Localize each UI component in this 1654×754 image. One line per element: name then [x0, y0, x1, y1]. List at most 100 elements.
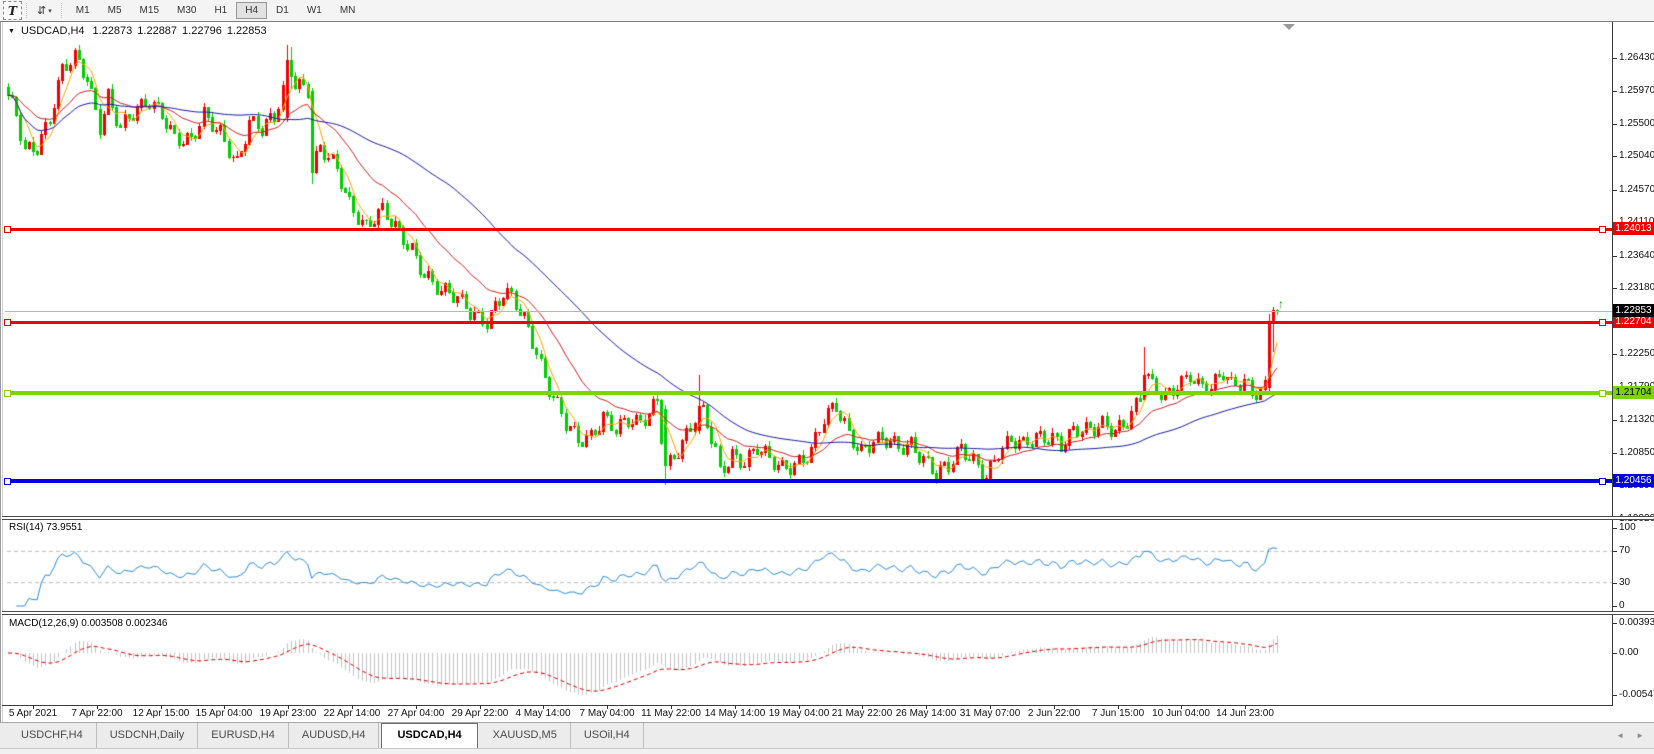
rsi-tick-label: 30	[1619, 577, 1631, 588]
collapse-icon[interactable]: ▼	[8, 27, 15, 35]
price-axis-border[interactable]	[1612, 22, 1613, 706]
ohlc-open: 1.22873	[92, 25, 133, 37]
support-line-blue-handle[interactable]	[1599, 478, 1606, 485]
rsi-tick-dash	[1613, 551, 1617, 552]
support-line-green-handle[interactable]	[4, 390, 11, 397]
bid-price-line	[5, 311, 1612, 312]
ohlc-close: 1.22853	[226, 25, 267, 37]
support-line-blue[interactable]	[5, 479, 1612, 483]
time-tick-dash	[926, 705, 927, 709]
time-tick-dash	[416, 705, 417, 709]
time-tick-label: 11 May 22:00	[641, 708, 701, 719]
timeframe-group: M1 M5 M15 M30 H1 H4 D1 W1 MN	[67, 2, 365, 19]
time-tick-label: 5 Apr 2021	[8, 708, 58, 719]
macd-tick-label: -0.00547	[1619, 689, 1654, 700]
time-tick-label: 26 May 14:00	[895, 708, 957, 719]
time-tick-dash	[1118, 705, 1119, 709]
support-line-green[interactable]	[5, 391, 1612, 395]
price-tick-label: 1.23640	[1619, 250, 1654, 261]
timeframe-m15[interactable]: M15	[139, 5, 159, 16]
rsi-tick-label: 70	[1619, 545, 1631, 556]
text-tool-button[interactable]: T	[3, 1, 22, 20]
price-tick-dash	[1613, 156, 1617, 157]
time-tick-dash	[862, 705, 863, 709]
tab-scroll-right-icon[interactable]: ►	[1636, 731, 1644, 740]
top-toolbar: T ⇵ ▾ M1 M5 M15 M30 H1 H4 D1 W1 MN	[0, 0, 1654, 21]
tab-scroll-left-icon[interactable]: ◄	[1616, 731, 1625, 740]
price-tick-label: 1.24570	[1619, 184, 1654, 195]
resistance-line-lower-handle[interactable]	[1599, 319, 1606, 326]
time-tick-dash	[224, 705, 225, 709]
price-tick-label: 1.22250	[1619, 348, 1654, 359]
tab-xauusd-m5[interactable]: XAUUSD,M5	[480, 723, 571, 748]
timeframe-h1[interactable]: H1	[214, 5, 228, 16]
price-tick-dash	[1613, 124, 1617, 125]
price-tick-dash	[1613, 354, 1617, 355]
macd-tick-dash	[1613, 623, 1617, 624]
time-tick-label: 22 Apr 14:00	[323, 708, 381, 719]
resistance-line-upper-handle[interactable]	[1599, 226, 1606, 233]
ohlc-high: 1.22887	[137, 25, 178, 37]
tab-eurusd-h4[interactable]: EURUSD,H4	[198, 723, 289, 748]
tab-usoil-h4[interactable]: USOil,H4	[571, 723, 644, 748]
arrange-charts-button[interactable]: ⇵ ▾	[34, 4, 55, 17]
time-axis-border[interactable]	[2, 705, 1613, 706]
resistance-line-upper[interactable]	[5, 228, 1612, 231]
resistance-line-lower-handle[interactable]	[4, 319, 11, 326]
timeframe-m1[interactable]: M1	[75, 5, 90, 16]
tab-audusd-h4[interactable]: AUDUSD,H4	[289, 723, 380, 748]
rsi-tick-label: 0	[1619, 600, 1625, 611]
price-tick-dash	[1613, 288, 1617, 289]
time-tick-label: 7 May 04:00	[579, 708, 635, 719]
chart-title: ▼ USDCAD,H4 1.22873 1.22887 1.22796 1.22…	[8, 25, 272, 37]
price-tick-dash	[1613, 58, 1617, 59]
time-tick-dash	[607, 705, 608, 709]
time-tick-dash	[799, 705, 800, 709]
panel-separator-rsi[interactable]	[2, 516, 1654, 520]
support-line-blue-price-label: 1.20456	[1613, 474, 1654, 487]
time-tick-dash	[480, 705, 481, 709]
price-tick-label: 1.25040	[1619, 150, 1654, 161]
tab-usdcnh-daily[interactable]: USDCNH,Daily	[97, 723, 199, 748]
macd-indicator-label: MACD(12,26,9) 0.003508 0.002346	[9, 618, 168, 629]
macd-tick-dash	[1613, 653, 1617, 654]
time-tick-label: 21 May 22:00	[831, 708, 893, 719]
time-tick-label: 12 Apr 15:00	[132, 708, 190, 719]
price-tick-dash	[1613, 420, 1617, 421]
timeframe-d1[interactable]: D1	[276, 5, 289, 16]
time-tick-label: 14 May 14:00	[704, 708, 766, 719]
support-line-blue-handle[interactable]	[4, 478, 11, 485]
price-tick-label: 1.25970	[1619, 85, 1654, 96]
timeframe-mn[interactable]: MN	[339, 5, 356, 16]
price-tick-label: 1.24110	[1619, 216, 1654, 227]
time-tick-dash	[352, 705, 353, 709]
time-tick-label: 29 Apr 22:00	[451, 708, 509, 719]
time-tick-dash	[671, 705, 672, 709]
timeframe-w1[interactable]: W1	[306, 5, 322, 16]
panel-separator-macd[interactable]	[2, 611, 1654, 615]
rsi-tick-dash	[1613, 528, 1617, 529]
time-tick-label: 14 Jun 23:00	[1216, 708, 1274, 719]
macd-tick-label: 0.00	[1619, 647, 1639, 658]
timeframe-m30[interactable]: M30	[177, 5, 197, 16]
time-tick-dash	[1054, 705, 1055, 709]
time-tick-dash	[288, 705, 289, 709]
buy-arrow-marker[interactable]: ↑	[1278, 297, 1284, 311]
time-tick-label: 19 May 04:00	[768, 708, 830, 719]
time-tick-label: 2 Jun 22:00	[1027, 708, 1081, 719]
arrange-icon: ⇵	[37, 5, 47, 17]
time-tick-label: 7 Jun 15:00	[1091, 708, 1145, 719]
support-line-green-handle[interactable]	[1599, 390, 1606, 397]
resistance-line-lower[interactable]	[5, 321, 1612, 324]
time-tick-label: 19 Apr 23:00	[259, 708, 317, 719]
timeframe-h4[interactable]: H4	[236, 2, 268, 19]
resistance-line-upper-handle[interactable]	[4, 226, 11, 233]
toolbar-separator	[26, 3, 28, 18]
price-chart-canvas[interactable]	[5, 22, 1612, 706]
timeframe-m5[interactable]: M5	[107, 5, 122, 16]
tab-usdcad-h4[interactable]: USDCAD,H4	[381, 723, 478, 748]
toolbar-separator	[60, 3, 63, 18]
tab-usdchf-h4[interactable]: USDCHF,H4	[8, 723, 97, 748]
time-tick-dash	[33, 705, 34, 709]
chart-shift-marker[interactable]	[1283, 24, 1295, 30]
